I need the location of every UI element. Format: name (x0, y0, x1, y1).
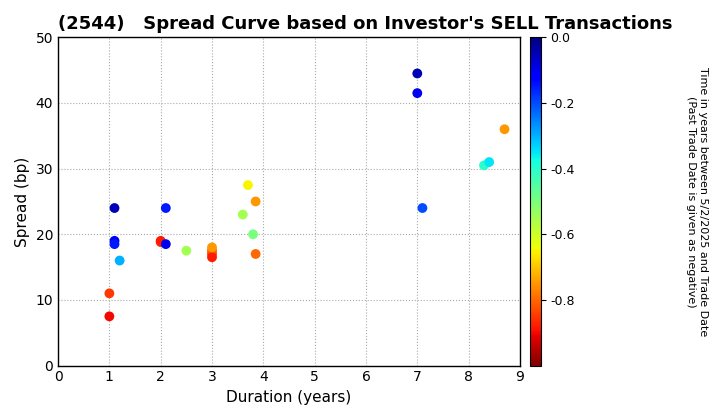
Point (250, 198, 261, 205)
Point (478, 162, 490, 169)
Point (206, 254, 217, 261)
Point (114, 257, 125, 264)
Point (160, 205, 171, 211)
Y-axis label: Time in years between 5/2/2025 and Trade Date
(Past Trade Date is given as negat: Time in years between 5/2/2025 and Trade… (686, 67, 708, 336)
Point (237, 211, 248, 218)
X-axis label: Duration (years): Duration (years) (226, 390, 351, 405)
Point (160, 241, 171, 247)
Point (104, 313, 115, 320)
Point (417, 205, 428, 211)
Point (155, 239, 166, 246)
Point (206, 251, 217, 257)
Point (483, 159, 495, 165)
Point (109, 241, 120, 247)
Point (109, 237, 120, 244)
Point (109, 205, 120, 211)
Point (181, 247, 192, 254)
Point (250, 251, 261, 257)
Text: (2544)   Spread Curve based on Investor's SELL Transactions: (2544) Spread Curve based on Investor's … (58, 15, 672, 33)
Point (155, 237, 166, 244)
Point (206, 247, 217, 254)
Point (104, 290, 115, 297)
Point (242, 182, 253, 189)
Point (247, 231, 258, 238)
Point (499, 126, 510, 133)
Point (412, 70, 423, 77)
Point (412, 90, 423, 97)
Y-axis label: Spread (bp): Spread (bp) (15, 156, 30, 247)
Point (206, 244, 217, 251)
